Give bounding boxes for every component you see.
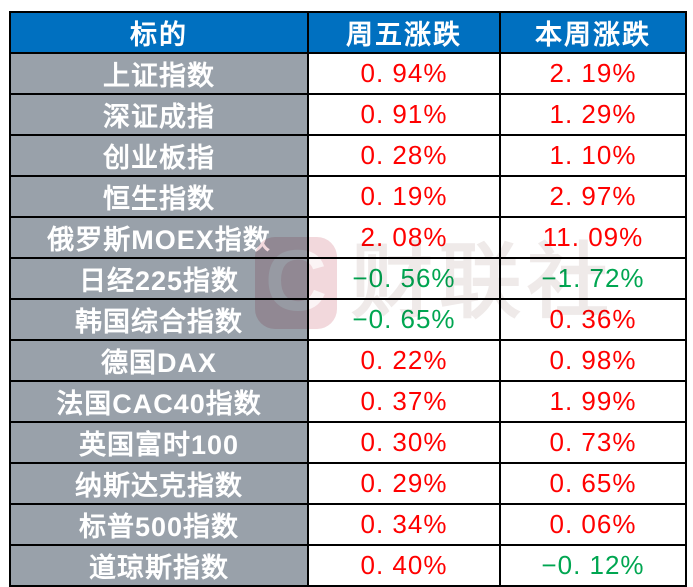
index-name: 俄罗斯MOEX指数 — [9, 216, 309, 259]
table-row: 英国富时100 0. 30% 0. 73% — [9, 421, 687, 464]
week-change-value: 1. 10% — [499, 134, 687, 177]
week-change-value: 1. 99% — [499, 380, 687, 423]
index-name: 韩国综合指数 — [9, 298, 309, 341]
friday-change-value: 0. 19% — [307, 175, 501, 218]
table-row: 道琼斯指数 0. 40% −0. 12% — [9, 544, 687, 587]
friday-change-value: 0. 37% — [307, 380, 501, 423]
table-row: 德国DAX 0. 22% 0. 98% — [9, 339, 687, 382]
friday-change-value: −0. 56% — [307, 257, 501, 300]
col-header-week-change: 本周涨跌 — [499, 11, 687, 54]
table-row: 纳斯达克指数 0. 29% 0. 65% — [9, 462, 687, 505]
index-name: 标普500指数 — [9, 503, 309, 546]
col-header-target: 标的 — [9, 11, 309, 54]
week-change-value: 0. 73% — [499, 421, 687, 464]
index-name: 日经225指数 — [9, 257, 309, 300]
index-name: 深证成指 — [9, 93, 309, 136]
index-name: 纳斯达克指数 — [9, 462, 309, 505]
index-change-table: 标的 周五涨跌 本周涨跌 上证指数 0. 94% 2. 19% 深证成指 0. 91% 1… — [9, 11, 687, 587]
table-row: 深证成指 0. 91% 1. 29% — [9, 93, 687, 136]
market-index-table-screenshot: 标的 周五涨跌 本周涨跌 上证指数 0. 94% 2. 19% 深证成指 0. 91% 1… — [9, 11, 687, 587]
friday-change-value: −0. 65% — [307, 298, 501, 341]
friday-change-value: 0. 30% — [307, 421, 501, 464]
friday-change-value: 2. 08% — [307, 216, 501, 259]
index-name: 法国CAC40指数 — [9, 380, 309, 423]
week-change-value: 11. 09% — [499, 216, 687, 259]
index-name: 德国DAX — [9, 339, 309, 382]
index-name: 上证指数 — [9, 52, 309, 95]
table-row: 创业板指 0. 28% 1. 10% — [9, 134, 687, 177]
table-row: 韩国综合指数 −0. 65% 0. 36% — [9, 298, 687, 341]
friday-change-value: 0. 29% — [307, 462, 501, 505]
col-header-friday-change: 周五涨跌 — [307, 11, 501, 54]
index-name: 英国富时100 — [9, 421, 309, 464]
week-change-value: 2. 19% — [499, 52, 687, 95]
index-name: 创业板指 — [9, 134, 309, 177]
week-change-value: 0. 65% — [499, 462, 687, 505]
header-row: 标的 周五涨跌 本周涨跌 — [9, 11, 687, 54]
friday-change-value: 0. 94% — [307, 52, 501, 95]
index-name: 恒生指数 — [9, 175, 309, 218]
table-row: 上证指数 0. 94% 2. 19% — [9, 52, 687, 95]
friday-change-value: 0. 34% — [307, 503, 501, 546]
week-change-value: 0. 06% — [499, 503, 687, 546]
week-change-value: 0. 36% — [499, 298, 687, 341]
week-change-value: 1. 29% — [499, 93, 687, 136]
friday-change-value: 0. 40% — [307, 544, 501, 587]
table-row: 俄罗斯MOEX指数 2. 08% 11. 09% — [9, 216, 687, 259]
friday-change-value: 0. 22% — [307, 339, 501, 382]
friday-change-value: 0. 91% — [307, 93, 501, 136]
index-name: 道琼斯指数 — [9, 544, 309, 587]
table-row: 日经225指数 −0. 56% −1. 72% — [9, 257, 687, 300]
week-change-value: 2. 97% — [499, 175, 687, 218]
week-change-value: −0. 12% — [499, 544, 687, 587]
week-change-value: 0. 98% — [499, 339, 687, 382]
table-row: 恒生指数 0. 19% 2. 97% — [9, 175, 687, 218]
table-row: 标普500指数 0. 34% 0. 06% — [9, 503, 687, 546]
friday-change-value: 0. 28% — [307, 134, 501, 177]
week-change-value: −1. 72% — [499, 257, 687, 300]
table-row: 法国CAC40指数 0. 37% 1. 99% — [9, 380, 687, 423]
